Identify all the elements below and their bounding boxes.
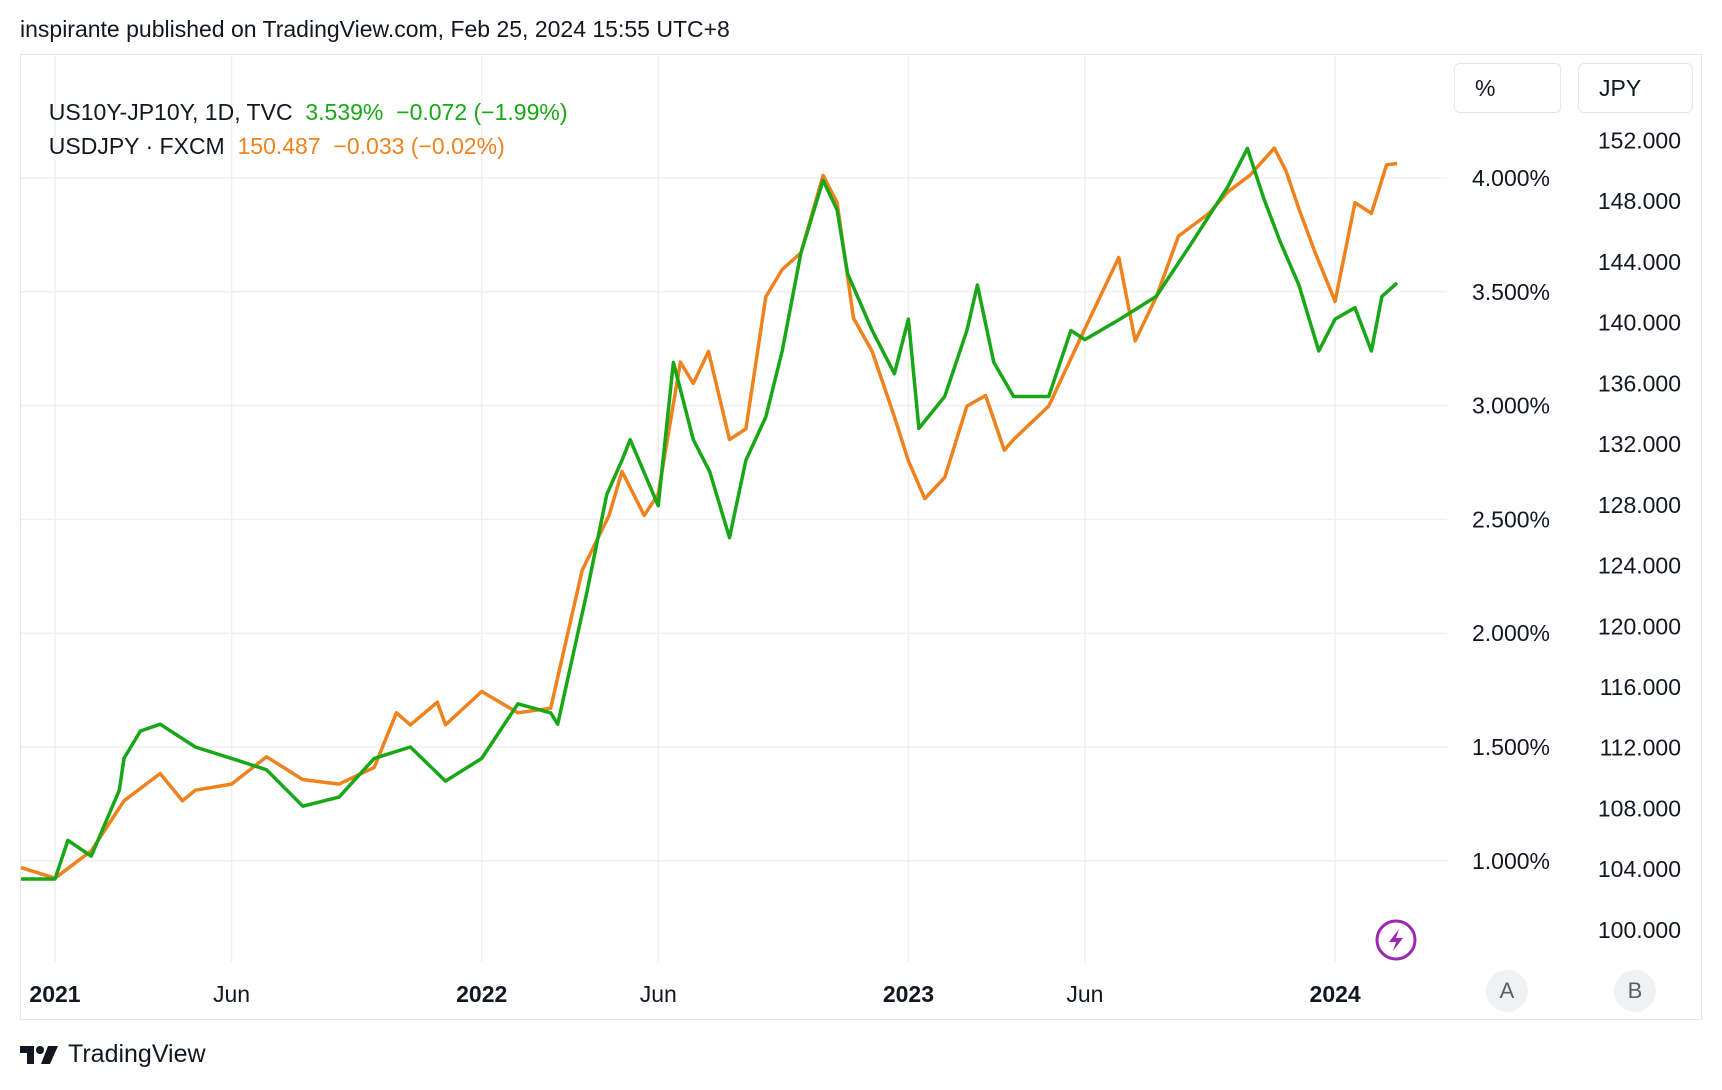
x-axis-tick-label: Jun xyxy=(213,981,250,1007)
x-axis-tick-label: 2021 xyxy=(29,981,80,1007)
right-axis-tick-label: 124.000 xyxy=(1598,553,1681,579)
left-axis-tick-label: 2.500% xyxy=(1472,506,1550,532)
x-axis-tick-label: 2024 xyxy=(1310,981,1361,1007)
legend-series-name: USDJPY xyxy=(48,133,140,159)
tradingview-logo-icon xyxy=(20,1045,58,1064)
publish-info: inspirante published on TradingView.com,… xyxy=(20,16,730,42)
right-axis-tick-label: 112.000 xyxy=(1600,735,1681,761)
footer-brand[interactable]: TradingView xyxy=(20,1040,206,1069)
right-axis-tick-label: 100.000 xyxy=(1598,917,1681,943)
scale-a-badge[interactable]: A xyxy=(1486,970,1528,1012)
chart-frame xyxy=(20,54,1702,1020)
legend-change: −0.072 (−1.99%) xyxy=(396,99,568,125)
legend-series-name: US10Y-JP10Y xyxy=(48,99,193,125)
legend-value: 3.539% xyxy=(305,99,384,125)
footer-brand-label: TradingView xyxy=(68,1040,206,1068)
jpy-scale-button[interactable]: JPY xyxy=(1578,63,1693,113)
legend-symbol-label: USDJPY · FXCM xyxy=(48,133,225,159)
right-axis-tick-label: 144.000 xyxy=(1598,249,1681,275)
right-axis-tick-label: 132.000 xyxy=(1598,431,1681,457)
x-axis-tick-label: 2023 xyxy=(883,981,934,1007)
right-axis-tick-label: 148.000 xyxy=(1598,188,1681,214)
legend-symbol-label: US10Y-JP10Y, 1D, TVC xyxy=(48,99,293,125)
series-lines xyxy=(20,146,1399,881)
legend-change: −0.033 (−0.02%) xyxy=(333,133,505,159)
right-axis-tick-label: 152.000 xyxy=(1598,128,1681,154)
percent-scale-button[interactable]: % xyxy=(1454,63,1561,113)
x-axis-tick-label: Jun xyxy=(640,981,677,1007)
series-line-usdjpy xyxy=(20,146,1398,880)
right-axis-tick-label: 128.000 xyxy=(1598,492,1681,518)
left-axis-tick-label: 1.000% xyxy=(1472,848,1550,874)
right-axis-tick-label: 136.000 xyxy=(1598,370,1681,396)
lightning-icon[interactable] xyxy=(1374,918,1418,962)
right-axis-tick-label: 116.000 xyxy=(1600,674,1681,700)
right-axis-tick-label: 140.000 xyxy=(1598,310,1681,336)
right-axis-tick-label: 120.000 xyxy=(1598,613,1681,639)
left-axis-tick-label: 1.500% xyxy=(1472,734,1550,760)
series-line-us10y-jp10y xyxy=(21,146,1399,881)
left-axis-tick-label: 4.000% xyxy=(1472,165,1550,191)
x-axis-tick-label: Jun xyxy=(1066,981,1103,1007)
x-axis-tick-label: 2022 xyxy=(456,981,507,1007)
grid xyxy=(21,56,1447,962)
axes: 4.000% 3.500% 3.000% 2.500% 2.000% 1.500% 1.00… xyxy=(29,128,1681,1008)
right-axis-tick-label: 108.000 xyxy=(1598,795,1681,821)
legend-row-spread[interactable]: US10Y-JP10Y, 1D, TVC 3.539% −0.072 (−1.9… xyxy=(36,72,568,126)
scale-b-badge[interactable]: B xyxy=(1614,970,1656,1012)
legend-row-usdjpy[interactable]: USDJPY · FXCM 150.487 −0.033 (−0.02%) xyxy=(36,106,505,160)
left-axis-tick-label: 2.000% xyxy=(1472,620,1550,646)
left-axis-tick-label: 3.000% xyxy=(1472,393,1550,419)
left-axis-tick-label: 3.500% xyxy=(1472,279,1550,305)
right-axis-tick-label: 104.000 xyxy=(1598,856,1681,882)
legend-value: 150.487 xyxy=(237,133,321,159)
